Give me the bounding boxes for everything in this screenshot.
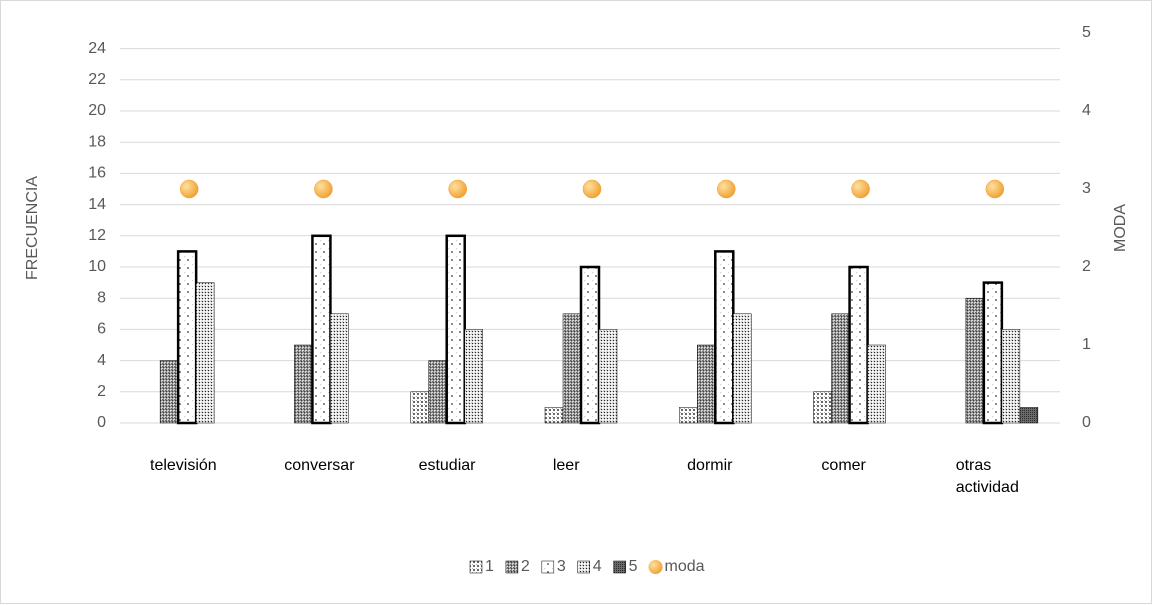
- legend-marker: [613, 560, 626, 574]
- bar: [445, 234, 466, 425]
- bar: [562, 313, 582, 424]
- y-tick-label: 12: [88, 227, 106, 244]
- bar: [697, 344, 716, 424]
- moda-point: [985, 179, 1005, 199]
- bar: [813, 391, 832, 424]
- bar: [330, 313, 349, 424]
- bar: [831, 313, 850, 424]
- bar: [965, 297, 985, 424]
- bar: [176, 250, 198, 425]
- legend-label: 2: [521, 558, 530, 575]
- moda-point: [851, 179, 870, 199]
- x-tick-label: estudiar: [418, 457, 476, 474]
- y2-tick-label: 1: [1082, 336, 1091, 353]
- bar: [410, 391, 429, 424]
- bar: [579, 265, 601, 425]
- y-tick-label: 2: [97, 383, 106, 400]
- y-tick-label: 24: [88, 40, 106, 57]
- x-tick-label: comer: [821, 457, 866, 474]
- bar: [1019, 407, 1039, 424]
- legend-label: moda: [665, 558, 705, 575]
- y2-tick-label: 2: [1082, 258, 1091, 275]
- bar: [159, 360, 179, 424]
- y2-tick-label: 4: [1082, 102, 1091, 119]
- x-tick-label: otras actividad: [955, 457, 1019, 496]
- legend-label: 4: [593, 558, 602, 575]
- bar: [294, 344, 313, 424]
- bar: [733, 313, 752, 424]
- bar: [1001, 329, 1021, 424]
- y-axis-title: FRECUENCIA: [24, 176, 41, 280]
- legend-label: 1: [485, 558, 494, 575]
- bar: [598, 329, 618, 424]
- y-tick-label: 10: [88, 258, 106, 275]
- bar: [195, 282, 215, 424]
- y2-tick-label: 0: [1082, 414, 1091, 431]
- moda-point: [717, 179, 736, 199]
- bar: [464, 329, 483, 424]
- bar: [544, 407, 564, 424]
- y2-tick-label: 5: [1082, 24, 1091, 41]
- x-tick-label: televisión: [150, 457, 217, 474]
- bar: [311, 234, 332, 425]
- y-tick-label: 8: [97, 289, 106, 306]
- y2-axis-title: MODA: [1112, 204, 1129, 252]
- x-tick-label: dormir: [687, 457, 733, 474]
- legend-marker: [577, 560, 590, 574]
- y-tick-label: 0: [97, 414, 106, 431]
- y-tick-label: 20: [88, 102, 106, 119]
- bar: [714, 250, 735, 425]
- bar: [848, 265, 869, 425]
- legend-marker: [469, 560, 483, 574]
- y-tick-label: 16: [88, 165, 106, 182]
- moda-point: [582, 179, 602, 199]
- moda-point: [448, 179, 467, 199]
- x-tick-label: leer: [552, 457, 580, 474]
- bar: [679, 407, 698, 424]
- y-tick-label: 6: [97, 321, 106, 338]
- x-tick-label: conversar: [284, 457, 355, 474]
- legend-label: 3: [557, 558, 566, 575]
- y-tick-label: 18: [88, 133, 106, 150]
- moda-point: [179, 179, 199, 199]
- legend-marker: [541, 560, 555, 574]
- legend-marker: [648, 560, 663, 574]
- bar: [982, 281, 1004, 425]
- y-tick-label: 14: [88, 196, 106, 213]
- y-tick-label: 22: [88, 71, 106, 88]
- y-tick-label: 4: [97, 352, 106, 369]
- legend-label: 5: [629, 558, 638, 575]
- bar: [867, 344, 886, 424]
- y2-tick-label: 3: [1082, 180, 1091, 197]
- moda-point: [314, 179, 333, 199]
- legend-marker: [505, 560, 519, 574]
- bar: [428, 360, 447, 424]
